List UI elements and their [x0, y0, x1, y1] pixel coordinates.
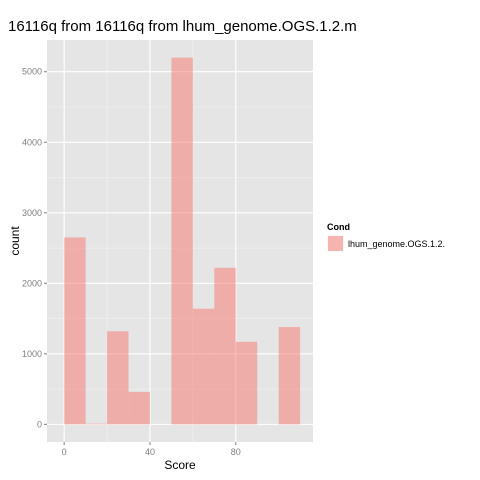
histogram-bar — [85, 423, 108, 425]
histogram-bar — [171, 57, 193, 425]
y-tick-label: 0 — [37, 419, 42, 429]
histogram-bar — [64, 237, 86, 425]
y-axis-title: count — [8, 226, 22, 256]
histogram-bars — [64, 57, 301, 425]
histogram-bar — [128, 391, 150, 425]
legend-entry-label: lhum_genome.OGS.1.2. — [348, 239, 445, 249]
y-tick-label: 5000 — [22, 67, 42, 77]
y-tick-label: 3000 — [22, 208, 42, 218]
histogram-bar — [235, 341, 258, 425]
histogram-bar — [278, 327, 301, 425]
x-axis-title: Score — [164, 458, 196, 472]
x-axis-ticks: 0 40 80 — [62, 442, 241, 457]
chart-title: 16116q from 16116q from lhum_genome.OGS.… — [8, 18, 357, 35]
y-tick-label: 2000 — [22, 278, 42, 288]
legend-title: Cond — [327, 222, 350, 232]
x-tick-label: 40 — [145, 447, 155, 457]
y-axis-ticks: 0 1000 2000 3000 4000 5000 — [22, 67, 47, 429]
histogram-bar — [107, 331, 129, 425]
x-tick-label: 80 — [231, 447, 241, 457]
x-tick-label: 0 — [62, 447, 67, 457]
histogram-bar — [192, 308, 215, 425]
legend-key-swatch — [328, 236, 343, 251]
legend: Cond lhum_genome.OGS.1.2. — [326, 222, 445, 253]
y-tick-label: 1000 — [22, 349, 42, 359]
histogram-bar — [214, 267, 236, 425]
y-tick-label: 4000 — [22, 137, 42, 147]
